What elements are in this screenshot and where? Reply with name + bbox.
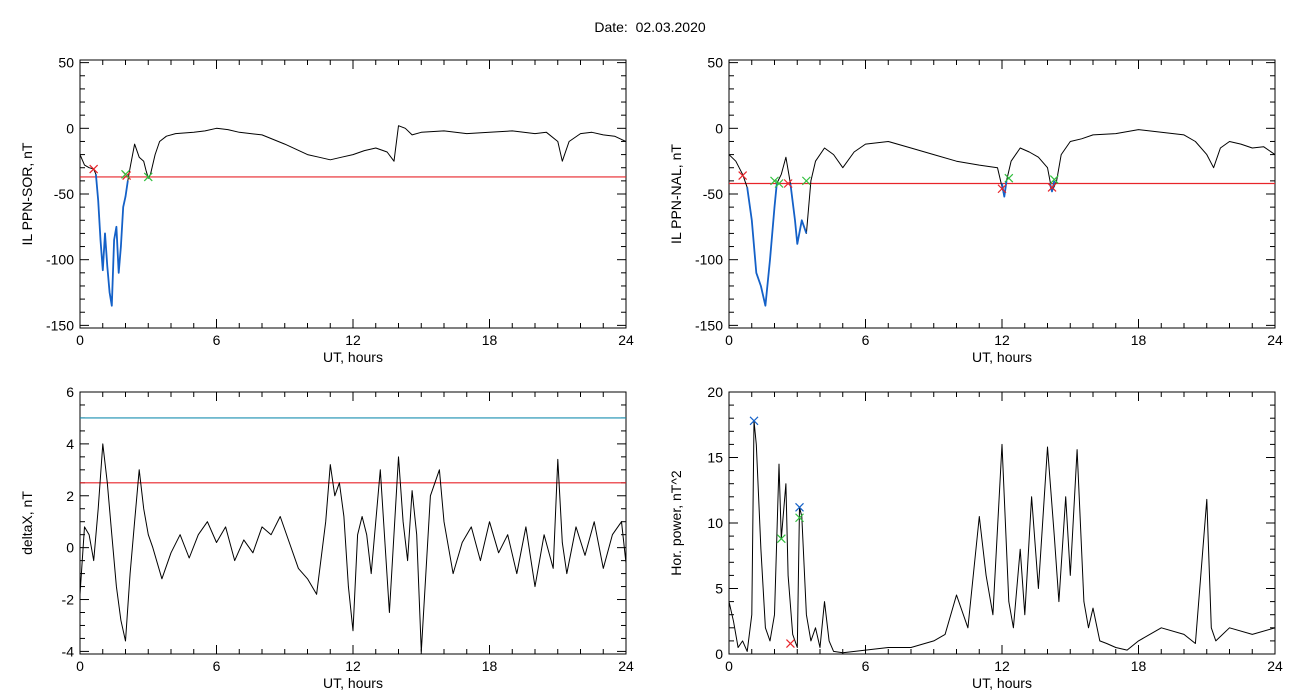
plot-area	[80, 417, 626, 652]
plot-area	[729, 416, 1275, 654]
x-tick-label: 6	[862, 332, 870, 348]
x-axis-label: UT, hours	[972, 675, 1032, 691]
y-axis-label: deltaX, nT	[19, 491, 35, 555]
x-tick-label: 0	[76, 658, 84, 674]
x-tick-label: 24	[618, 332, 634, 348]
marker-cross	[801, 176, 811, 186]
y-tick-label: -2	[62, 592, 75, 608]
y-tick-label: 5	[715, 581, 723, 597]
y-tick-label: -50	[703, 186, 723, 202]
x-tick-label: 0	[76, 332, 84, 348]
x-tick-label: 18	[482, 332, 498, 348]
plot-area	[80, 125, 626, 307]
series-line	[789, 183, 808, 245]
marker-cross	[795, 502, 804, 512]
marker-cross	[738, 171, 748, 181]
series-line	[80, 443, 626, 652]
y-tick-label: 4	[66, 436, 74, 452]
x-tick-label: 0	[725, 658, 733, 674]
x-tick-label: 6	[213, 658, 221, 674]
marker-cross	[1047, 183, 1057, 192]
marker-cross	[770, 176, 779, 186]
marker-cross	[89, 164, 99, 174]
series-line	[80, 125, 626, 307]
marker-cross	[143, 172, 153, 182]
plot-area	[729, 129, 1275, 307]
y-tick-label: 0	[715, 646, 723, 662]
y-tick-label: 0	[715, 120, 723, 136]
x-tick-label: 18	[1131, 332, 1147, 348]
marker-cross	[997, 184, 1007, 194]
marker-cross	[1049, 175, 1059, 184]
marker-cross	[783, 179, 793, 188]
chart-p1: 0 6 12 18 24 50 0 -50 -100 -150 UT, hours IL PPN-SO…	[19, 55, 634, 365]
plot-frame	[728, 391, 1276, 655]
series-line	[95, 174, 129, 307]
x-tick-label: 24	[618, 658, 634, 674]
y-axis-label: Hor. power, nT^2	[668, 470, 684, 576]
y-tick-label: 50	[707, 55, 723, 71]
x-tick-label: 0	[725, 332, 733, 348]
y-tick-label: -4	[62, 643, 75, 659]
marker-cross	[121, 169, 130, 179]
y-tick-label: 6	[66, 384, 74, 400]
chart-p2: 0 6 12 18 24 50 0 -50 -100 -150 UT, hours IL PPN-NA…	[668, 55, 1283, 365]
chart-p4: 0 6 12 18 24 20 15 10 5 0 UT, hours Hor. power, nT^…	[668, 384, 1283, 691]
y-tick-label: 15	[707, 450, 723, 466]
x-tick-label: 12	[994, 658, 1010, 674]
x-tick-label: 24	[1267, 332, 1283, 348]
figure-title: Date: 02.03.2020	[594, 19, 706, 35]
x-tick-label: 6	[213, 332, 221, 348]
series-line	[746, 183, 778, 307]
x-tick-label: 12	[345, 332, 361, 348]
x-axis-label: UT, hours	[323, 349, 383, 365]
x-tick-label: 18	[1131, 658, 1147, 674]
marker-cross	[774, 179, 784, 188]
y-tick-label: -100	[46, 252, 74, 268]
y-tick-label: 10	[707, 515, 723, 531]
x-tick-label: 12	[994, 332, 1010, 348]
y-axis-label: IL PPN-SOR, nT	[19, 142, 35, 245]
y-tick-label: -100	[695, 252, 723, 268]
x-tick-label: 18	[482, 658, 498, 674]
marker-cross	[776, 534, 786, 544]
y-tick-label: -150	[46, 317, 74, 333]
series-line	[729, 420, 1275, 654]
chart-p3: 0 6 12 18 24 6 4 2 0 -2 -4 UT, hours deltaX, nT	[19, 384, 634, 691]
x-axis-label: UT, hours	[972, 349, 1032, 365]
x-tick-label: 6	[862, 658, 870, 674]
x-axis-label: UT, hours	[323, 675, 383, 691]
x-tick-label: 24	[1267, 658, 1283, 674]
y-tick-label: 0	[66, 540, 74, 556]
y-tick-label: 20	[707, 384, 723, 400]
y-tick-label: -150	[695, 317, 723, 333]
y-tick-label: 0	[66, 120, 74, 136]
plot-frame	[728, 59, 1276, 329]
y-tick-label: -50	[54, 186, 74, 202]
x-tick-label: 12	[345, 658, 361, 674]
y-tick-label: 2	[66, 488, 74, 504]
y-tick-label: 50	[58, 55, 74, 71]
plot-frame	[79, 391, 627, 655]
marker-cross	[1004, 173, 1014, 183]
plot-frame	[79, 59, 627, 329]
marker-cross	[749, 416, 759, 426]
marker-cross	[795, 513, 804, 523]
series-line	[729, 129, 1275, 307]
y-axis-label: IL PPN-NAL, nT	[668, 144, 684, 244]
marker-cross	[786, 639, 795, 648]
